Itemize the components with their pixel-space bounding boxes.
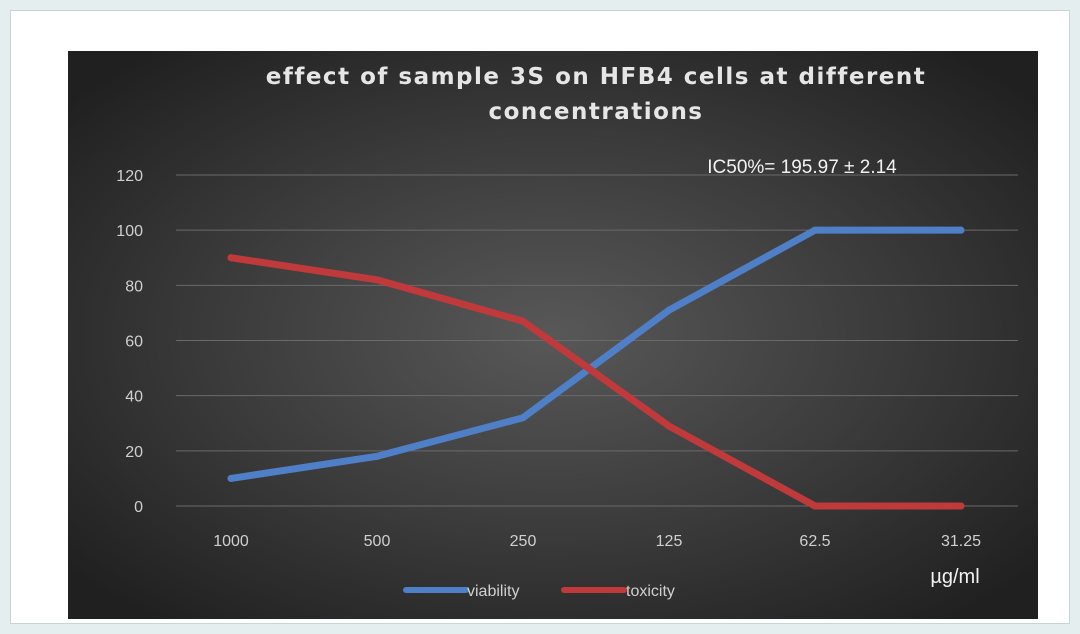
y-tick-label: 80 [125,278,143,295]
x-tick-label: 500 [364,533,391,550]
figure-frame: effect of sample 3S on HFB4 cells at dif… [10,10,1070,624]
x-tick-label: 125 [656,533,683,550]
y-tick-label: 100 [116,223,143,240]
y-tick-label: 40 [125,389,143,406]
series-toxicity-line [227,254,965,510]
series-viability-point [957,226,965,234]
y-tick-label: 20 [125,444,143,461]
series-viability-point [665,306,673,314]
series-viability-point [811,226,819,234]
y-tick-label: 60 [125,334,143,351]
series-viability-point [373,452,381,460]
chart-title-line-2: concentrations [488,99,703,125]
legend-viability-label: viability [467,583,519,600]
line-chart: effect of sample 3S on HFB4 cells at dif… [68,51,1038,619]
x-tick-label: 1000 [213,533,249,550]
series-viability-point [519,414,527,422]
series-viability-line [227,226,965,482]
series-toxicity-point [519,317,527,325]
series-toxicity-point [373,276,381,284]
series-viability-point [227,474,235,482]
chart-title-line-1: effect of sample 3S on HFB4 cells at dif… [266,64,927,90]
x-tick-label: 62.5 [799,533,830,550]
x-tick-label: 31.25 [941,533,981,550]
y-tick-label: 120 [116,168,143,185]
x-axis-unit-label: µg/ml [930,566,979,588]
series-toxicity-point [227,254,235,262]
chart-background [68,51,1038,619]
series-toxicity-point [957,502,965,510]
ic50-annotation: IC50%= 195.97 ± 2.14 [707,157,897,178]
chart-panel: effect of sample 3S on HFB4 cells at dif… [68,51,1038,619]
y-tick-label: 0 [134,499,143,516]
x-tick-label: 250 [510,533,537,550]
series-toxicity-point [665,422,673,430]
series-toxicity-point [811,502,819,510]
legend-toxicity-label: toxicity [626,583,675,600]
